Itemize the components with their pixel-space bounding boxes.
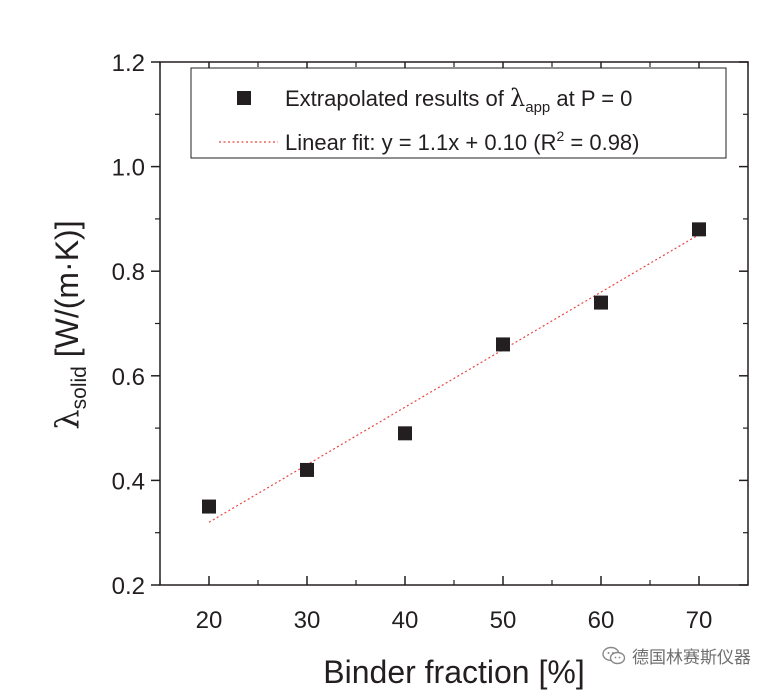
- legend: Extrapolated results of λapp at P = 0 Li…: [190, 67, 727, 159]
- watermark-text: 德国林赛斯仪器: [632, 648, 751, 668]
- legend-points-before: Extrapolated results of: [285, 86, 510, 111]
- y-tick-label: 1.2: [112, 50, 145, 77]
- fit-line-layer: [208, 234, 700, 523]
- legend-label-points: Extrapolated results of λapp at P = 0: [285, 84, 632, 116]
- x-tick-label: 20: [196, 607, 223, 634]
- data-point: [496, 337, 510, 352]
- data-points-layer: [202, 222, 706, 514]
- watermark: 德国林赛斯仪器: [602, 643, 751, 668]
- y-tick-label: 1.0: [112, 155, 145, 182]
- legend-points-subscript: app: [525, 99, 550, 116]
- data-point: [594, 295, 608, 310]
- y-axis-title: λsolid [W/(m·K)]: [48, 220, 91, 429]
- y-axis-unit: [W/(m·K)]: [49, 220, 85, 366]
- y-axis-lambda: λ: [48, 409, 86, 429]
- y-tick-label: 0.2: [112, 573, 145, 600]
- wechat-icon: [602, 646, 626, 664]
- legend-fit-after: = 0.98): [564, 130, 639, 155]
- x-tick-label: 70: [686, 607, 713, 634]
- x-tick-label: 50: [490, 607, 517, 634]
- data-point: [202, 499, 216, 514]
- legend-fit-before: Linear fit: y = 1.1x + 0.10 (R: [285, 130, 556, 155]
- y-tick-label: 0.8: [112, 259, 145, 286]
- y-tick-label: 0.4: [112, 468, 145, 495]
- data-point: [398, 426, 412, 441]
- legend-marker-square: [237, 91, 251, 105]
- data-point: [692, 222, 706, 237]
- y-tick-label: 0.6: [112, 364, 145, 391]
- x-axis-ticks: 20 30 40 50 60 70: [159, 62, 749, 634]
- legend-points-after: at P = 0: [550, 86, 632, 111]
- linear-fit-line: [208, 234, 700, 523]
- x-axis-title: Binder fraction [%]: [323, 654, 584, 690]
- x-tick-label: 40: [392, 607, 419, 634]
- legend-fit-superscript: 2: [556, 128, 564, 144]
- legend-box: [190, 67, 727, 159]
- x-tick-label: 60: [588, 607, 615, 634]
- x-tick-label: 30: [294, 607, 321, 634]
- data-point: [300, 462, 314, 477]
- legend-points-lambda: λ: [510, 84, 525, 112]
- legend-label-fit: Linear fit: y = 1.1x + 0.10 (R2 = 0.98): [285, 128, 640, 155]
- y-axis-subscript: solid: [68, 366, 91, 409]
- y-axis-ticks: 0.2 0.4 0.6 0.8 1.0 1.2: [112, 50, 748, 600]
